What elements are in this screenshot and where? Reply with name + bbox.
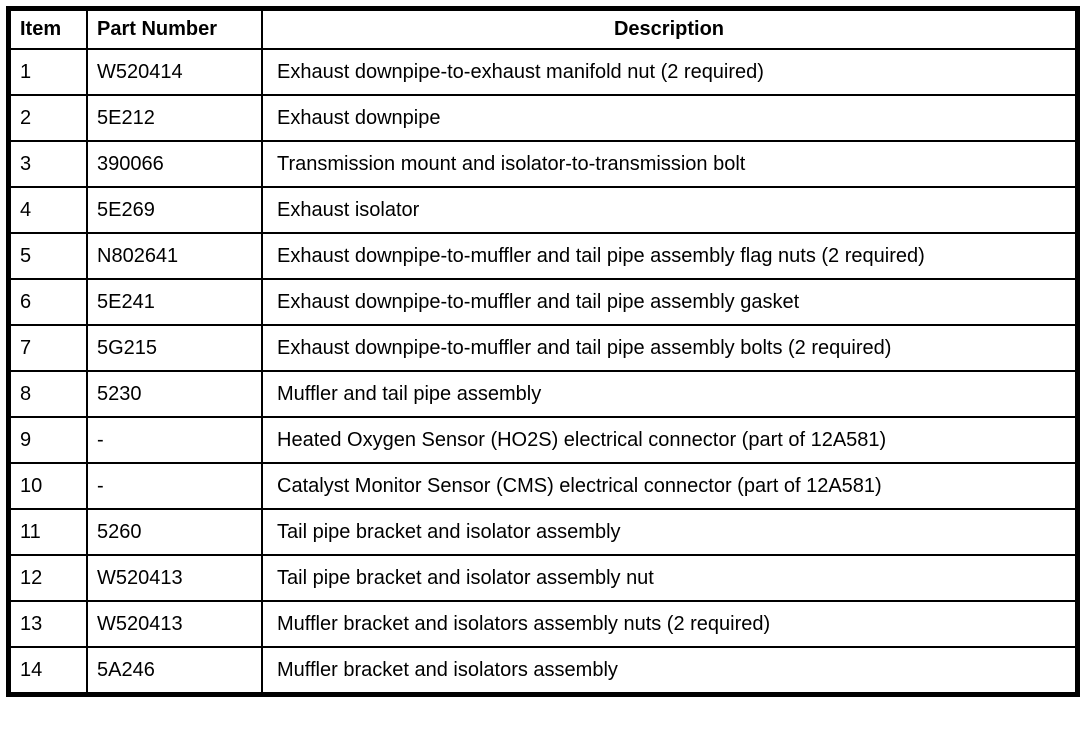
description-cell: Tail pipe bracket and isolator assembly …	[261, 554, 1079, 602]
part-number-cell: 5230	[86, 370, 263, 418]
table-row: 11 5260 Tail pipe bracket and isolator a…	[7, 508, 1079, 556]
item-cell: 3	[7, 140, 88, 188]
table-row: 6 5E241 Exhaust downpipe-to-muffler and …	[7, 278, 1079, 326]
description-cell: Exhaust downpipe-to-exhaust manifold nut…	[261, 48, 1079, 96]
description-cell: Muffler and tail pipe assembly	[261, 370, 1079, 418]
item-cell: 4	[7, 186, 88, 234]
item-cell: 7	[7, 324, 88, 372]
description-cell: Transmission mount and isolator-to-trans…	[261, 140, 1079, 188]
table-row: 12 W520413 Tail pipe bracket and isolato…	[7, 554, 1079, 602]
description-cell: Muffler bracket and isolators assembly	[261, 646, 1079, 696]
description-cell: Exhaust downpipe-to-muffler and tail pip…	[261, 324, 1079, 372]
description-cell: Tail pipe bracket and isolator assembly	[261, 508, 1079, 556]
item-cell: 5	[7, 232, 88, 280]
parts-table: Item Part Number Description 1 W520414 E…	[6, 6, 1080, 697]
table-row: 4 5E269 Exhaust isolator	[7, 186, 1079, 234]
part-number-cell: 5E212	[86, 94, 263, 142]
part-number-cell: -	[86, 462, 263, 510]
description-cell: Exhaust downpipe	[261, 94, 1079, 142]
table-row: 14 5A246 Muffler bracket and isolators a…	[7, 646, 1079, 696]
column-header-item: Item	[7, 7, 88, 50]
part-number-cell: N802641	[86, 232, 263, 280]
table-row: 8 5230 Muffler and tail pipe assembly	[7, 370, 1079, 418]
description-cell: Catalyst Monitor Sensor (CMS) electrical…	[261, 462, 1079, 510]
item-cell: 2	[7, 94, 88, 142]
header-row: Item Part Number Description	[7, 7, 1079, 50]
description-cell: Exhaust downpipe-to-muffler and tail pip…	[261, 232, 1079, 280]
item-cell: 13	[7, 600, 88, 648]
part-number-cell: -	[86, 416, 263, 464]
parts-table-head: Item Part Number Description	[7, 7, 1079, 50]
item-cell: 9	[7, 416, 88, 464]
part-number-cell: 5E269	[86, 186, 263, 234]
item-cell: 12	[7, 554, 88, 602]
item-cell: 11	[7, 508, 88, 556]
description-cell: Exhaust downpipe-to-muffler and tail pip…	[261, 278, 1079, 326]
part-number-cell: 5A246	[86, 646, 263, 696]
table-row: 13 W520413 Muffler bracket and isolators…	[7, 600, 1079, 648]
table-row: 2 5E212 Exhaust downpipe	[7, 94, 1079, 142]
part-number-cell: 5G215	[86, 324, 263, 372]
table-row: 9 - Heated Oxygen Sensor (HO2S) electric…	[7, 416, 1079, 464]
part-number-cell: 390066	[86, 140, 263, 188]
description-cell: Exhaust isolator	[261, 186, 1079, 234]
part-number-cell: 5E241	[86, 278, 263, 326]
part-number-cell: 5260	[86, 508, 263, 556]
parts-table-body: 1 W520414 Exhaust downpipe-to-exhaust ma…	[7, 48, 1079, 696]
part-number-cell: W520413	[86, 554, 263, 602]
item-cell: 1	[7, 48, 88, 96]
table-row: 7 5G215 Exhaust downpipe-to-muffler and …	[7, 324, 1079, 372]
item-cell: 6	[7, 278, 88, 326]
table-row: 10 - Catalyst Monitor Sensor (CMS) elect…	[7, 462, 1079, 510]
item-cell: 14	[7, 646, 88, 696]
item-cell: 10	[7, 462, 88, 510]
table-row: 5 N802641 Exhaust downpipe-to-muffler an…	[7, 232, 1079, 280]
table-row: 3 390066 Transmission mount and isolator…	[7, 140, 1079, 188]
item-cell: 8	[7, 370, 88, 418]
description-cell: Muffler bracket and isolators assembly n…	[261, 600, 1079, 648]
column-header-description: Description	[261, 7, 1079, 50]
description-cell: Heated Oxygen Sensor (HO2S) electrical c…	[261, 416, 1079, 464]
table-row: 1 W520414 Exhaust downpipe-to-exhaust ma…	[7, 48, 1079, 96]
part-number-cell: W520414	[86, 48, 263, 96]
column-header-part-number: Part Number	[86, 7, 263, 50]
part-number-cell: W520413	[86, 600, 263, 648]
